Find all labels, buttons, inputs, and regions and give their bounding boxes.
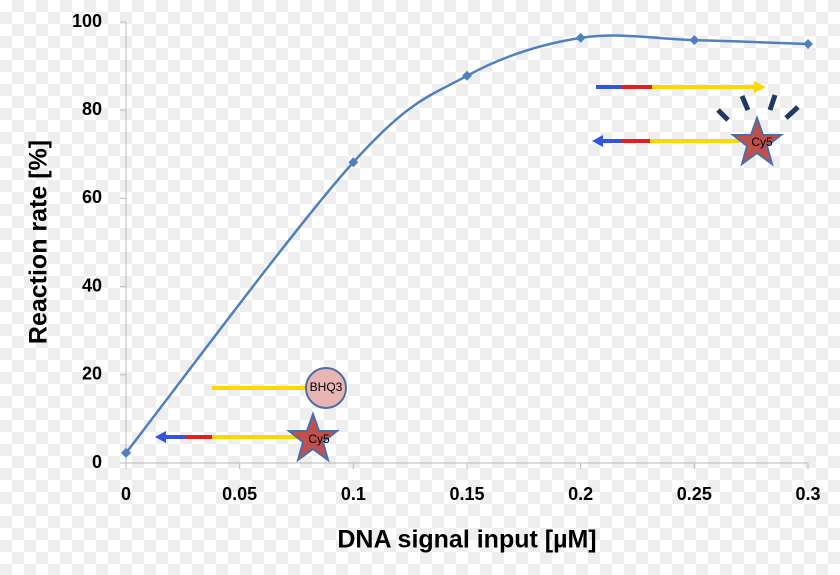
x-tick-label: 0.05 [222,484,257,504]
data-point [689,35,700,46]
x-axis-label: DNA signal input [µM] [337,526,596,554]
y-tick-label: 80 [82,99,102,119]
y-tick-label: 100 [72,11,102,31]
x-tick-label: 0 [121,484,131,504]
data-line [125,34,809,454]
data-point [348,157,359,168]
data-point [803,39,813,50]
data-point [462,70,472,81]
annotation: Cy5 [751,135,773,149]
x-tick-label: 0.1 [341,484,366,504]
data-point [121,447,131,458]
x-tick-label: 0.2 [568,484,593,504]
y-tick-label: 60 [82,187,102,207]
x-tick-label: 0.15 [449,484,484,504]
y-tick-label: 0 [92,452,102,472]
annotation: Cy5 [308,432,330,446]
y-tick-label: 20 [82,364,102,384]
annotation: BHQ3 [310,380,343,394]
decoration-bottom [155,367,347,463]
decoration-top [592,81,800,167]
y-axis-label: Reaction rate [%] [25,140,53,344]
x-tick-label: 0.25 [677,484,712,504]
x-tick-label: 0.3 [795,484,820,504]
data-point [575,32,586,43]
y-tick-label: 40 [82,275,102,295]
